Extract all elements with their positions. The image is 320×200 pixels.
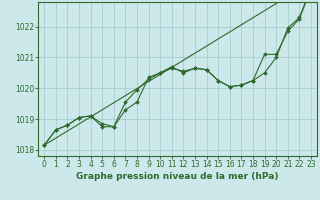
X-axis label: Graphe pression niveau de la mer (hPa): Graphe pression niveau de la mer (hPa) [76,172,279,181]
